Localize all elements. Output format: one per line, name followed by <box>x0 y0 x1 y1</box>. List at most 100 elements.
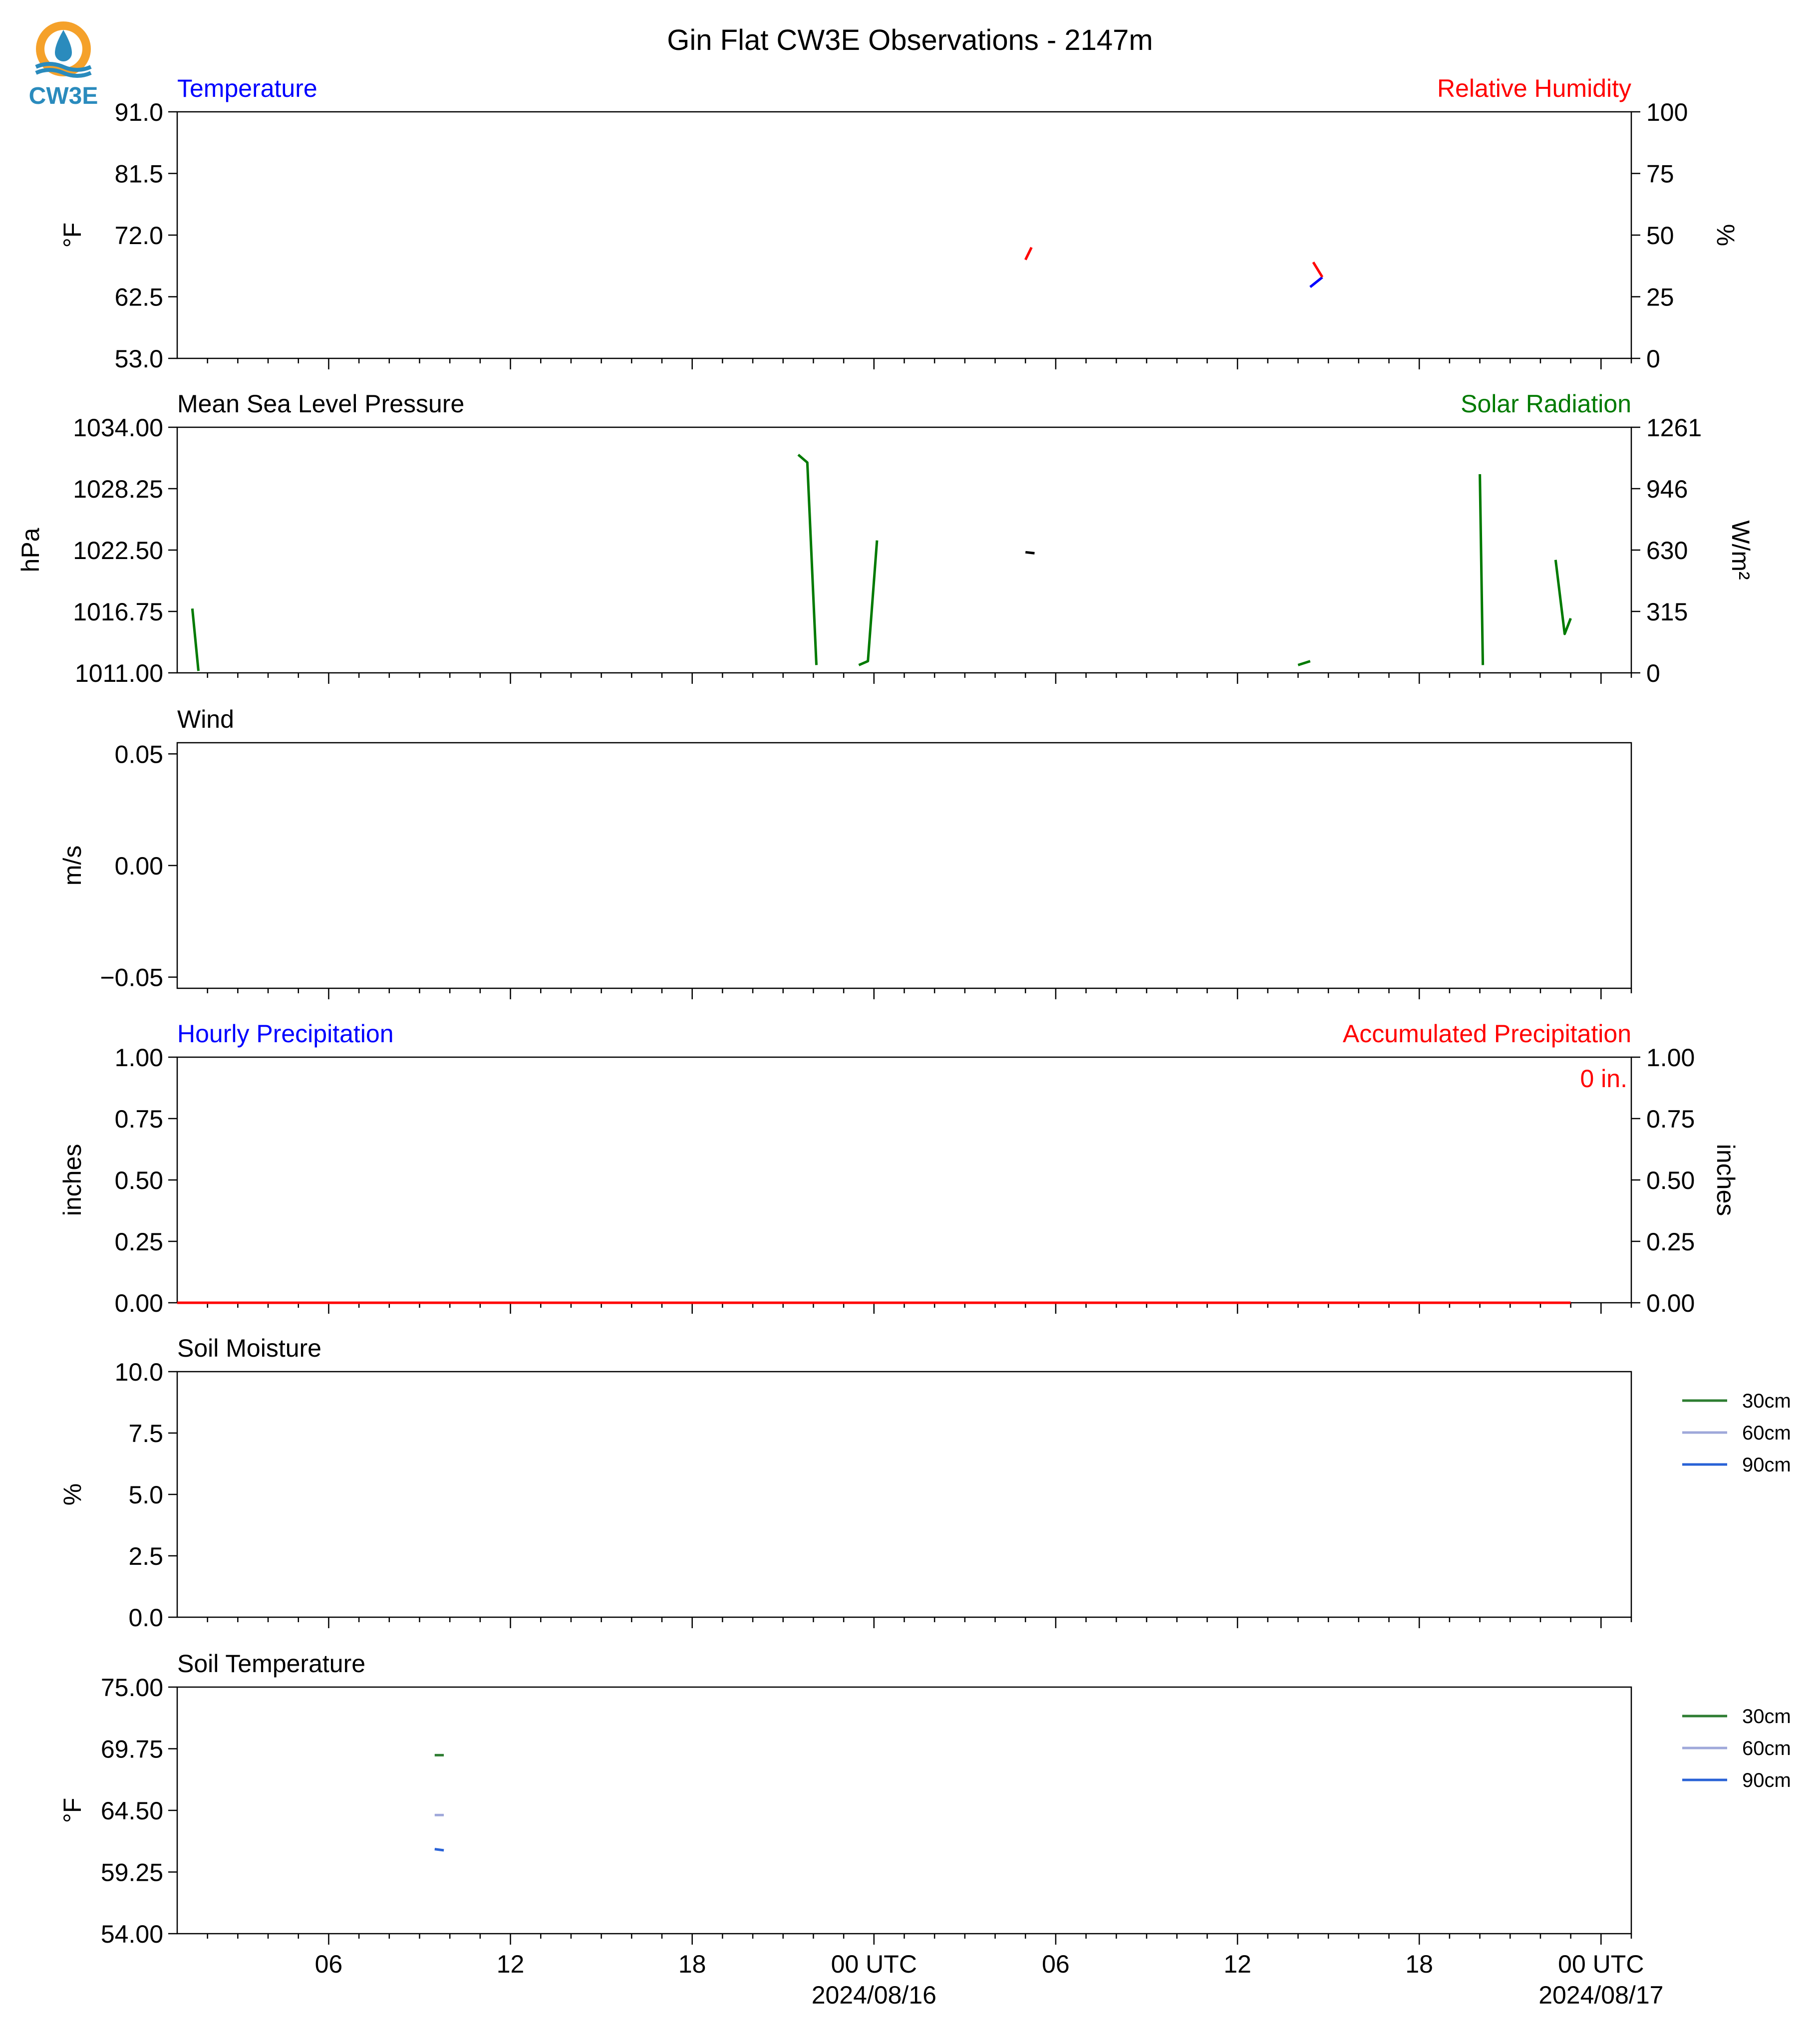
x-tick-label: 12 <box>1223 1950 1251 1978</box>
y-axis-label: hPa <box>16 528 44 572</box>
y-tick-label: 69.75 <box>101 1736 163 1763</box>
y-tick-label: 1011.00 <box>75 659 163 687</box>
plot-frame <box>176 1056 1632 1304</box>
y-tick-label: 1.00 <box>115 1044 163 1072</box>
series-line-30cm <box>435 1755 1571 1778</box>
legend-label: 60cm <box>1742 1422 1791 1444</box>
x-tick-label: 00 UTC <box>1558 1950 1644 1978</box>
y-tick-label-right: 0.00 <box>1646 1289 1695 1317</box>
y-tick-label: 0.00 <box>115 1289 163 1317</box>
y-tick-label-right: 0 <box>1646 345 1660 373</box>
y-tick-label: 0.75 <box>115 1105 163 1133</box>
y-tick-label: 10.0 <box>115 1358 163 1386</box>
y-tick-label-right: 75 <box>1646 160 1674 188</box>
figure-title: Gin Flat CW3E Observations - 2147m <box>667 24 1153 56</box>
y-axis-label: % <box>58 1483 86 1505</box>
soil-temp-panel: 75.00 69.75 64.50 59.25 54.00 Soil Temperatur… <box>58 1650 1791 2009</box>
panel-title: Temperature <box>177 74 317 102</box>
y-tick-label: 54.00 <box>101 1920 163 1948</box>
y-tick-label: 81.5 <box>115 160 163 188</box>
legend-label: 30cm <box>1742 1390 1791 1412</box>
y-tick-label-right: 1.00 <box>1646 1044 1695 1072</box>
legend-label: 90cm <box>1742 1769 1791 1791</box>
y-tick-label: 1022.50 <box>73 537 163 565</box>
series-line-relative-humidity <box>1025 248 1570 277</box>
series-line-solar-radiation <box>191 454 1572 671</box>
x-tick-label: 18 <box>678 1950 706 1978</box>
y-axis-label: m/s <box>58 846 86 886</box>
panel-title: Soil Temperature <box>177 1650 365 1678</box>
y-axis-label: °F <box>58 1798 86 1823</box>
x-date-label: 2024/08/16 <box>812 1981 936 2009</box>
y-tick-label-right: 50 <box>1646 222 1674 250</box>
plot-frame <box>176 1371 1632 1618</box>
y-axis-label: inches <box>58 1144 86 1216</box>
y-tick-label: 0.50 <box>115 1166 163 1194</box>
panel-title: Hourly Precipitation <box>177 1020 394 1048</box>
y-tick-label-right: 630 <box>1646 537 1688 565</box>
y-tick-label: 1016.75 <box>73 598 163 626</box>
y-axis-label-right: W/m² <box>1727 520 1755 579</box>
y-tick-label: 5.0 <box>128 1481 163 1509</box>
panel-title: Mean Sea Level Pressure <box>177 390 464 418</box>
temperature-panel: 91.0 81.5 72.0 62.5 53.0 100 75 50 25 0 Temperatur… <box>58 74 1740 373</box>
y-tick-label: 72.0 <box>115 222 163 250</box>
accumulated-total-label: 0 in. <box>1580 1065 1627 1093</box>
y-tick-label-right: 0.50 <box>1646 1166 1695 1194</box>
x-tick-label: 18 <box>1405 1950 1433 1978</box>
y-tick-label: 0.05 <box>115 740 163 768</box>
y-axis-label-right: inches <box>1712 1144 1740 1216</box>
panel-title: Wind <box>177 705 234 733</box>
y-tick-label: 7.5 <box>128 1420 163 1448</box>
legend-label: 90cm <box>1742 1454 1791 1476</box>
legend-label: 30cm <box>1742 1706 1791 1728</box>
series-line-mean-sea-level-pressure <box>1025 552 1570 564</box>
x-tick-label: 06 <box>315 1950 343 1978</box>
cw3e-logo: CW3E <box>26 19 101 109</box>
y-tick-label: 0.25 <box>115 1228 163 1256</box>
panel-title-right: Solar Radiation <box>1461 390 1631 418</box>
series-line-90cm <box>435 1849 1571 1850</box>
y-tick-label: 2.5 <box>128 1542 163 1570</box>
plot-frame <box>176 111 1632 359</box>
x-tick-label: 06 <box>1042 1950 1070 1978</box>
y-tick-label: 91.0 <box>115 98 163 126</box>
y-tick-label: 59.25 <box>101 1859 163 1887</box>
wind-panel: 0.05 0.00 −0.05 Wind m/s <box>58 705 1632 999</box>
plot-frame <box>176 426 1632 674</box>
soil-moisture-panel: 10.0 7.5 5.0 2.5 0.0 Soil Moisture% 30cm 60cm 90… <box>58 1334 1791 1632</box>
panel-title-right: Relative Humidity <box>1437 74 1631 102</box>
y-tick-label: 1028.25 <box>73 475 163 503</box>
plot-frame <box>176 742 1632 989</box>
x-date-label: 2024/08/17 <box>1538 1981 1663 2009</box>
legend-label: 60cm <box>1742 1738 1791 1759</box>
panel-title-right: Accumulated Precipitation <box>1343 1020 1631 1048</box>
x-tick-label: 12 <box>497 1950 525 1978</box>
y-tick-label-right: 0 <box>1646 659 1660 687</box>
series-line-temperature <box>1310 258 1571 288</box>
precip-panel: 1.00 0.75 0.50 0.25 0.00 1.00 0.75 0.50 0.25 0.00… <box>58 1020 1740 1317</box>
y-tick-label-right: 0.25 <box>1646 1228 1695 1256</box>
y-tick-label: 62.5 <box>115 284 163 311</box>
y-tick-label: 64.50 <box>101 1797 163 1825</box>
y-tick-label: 1034.00 <box>73 414 163 442</box>
y-tick-label-right: 100 <box>1646 98 1688 126</box>
y-tick-label: 75.00 <box>101 1674 163 1702</box>
pressure-panel: 1034.00 1028.25 1022.50 1016.75 1011.00 1261 9… <box>16 390 1755 687</box>
y-tick-label-right: 946 <box>1646 475 1688 503</box>
y-tick-label-right: 0.75 <box>1646 1105 1695 1133</box>
y-tick-label: −0.05 <box>100 964 163 992</box>
y-tick-label: 0.0 <box>128 1604 163 1632</box>
y-tick-label-right: 25 <box>1646 284 1674 311</box>
y-tick-label-right: 1261 <box>1646 414 1702 442</box>
y-tick-label: 0.00 <box>115 852 163 880</box>
panel-title: Soil Moisture <box>177 1334 321 1362</box>
y-tick-label-right: 315 <box>1646 598 1688 626</box>
y-axis-label-right: % <box>1712 224 1740 246</box>
series-line-60cm <box>435 1815 1571 1818</box>
y-axis-label: °F <box>58 223 86 248</box>
plot-frame <box>176 1686 1632 1935</box>
logo-text: CW3E <box>29 83 98 109</box>
logo-drop-icon <box>55 30 72 61</box>
